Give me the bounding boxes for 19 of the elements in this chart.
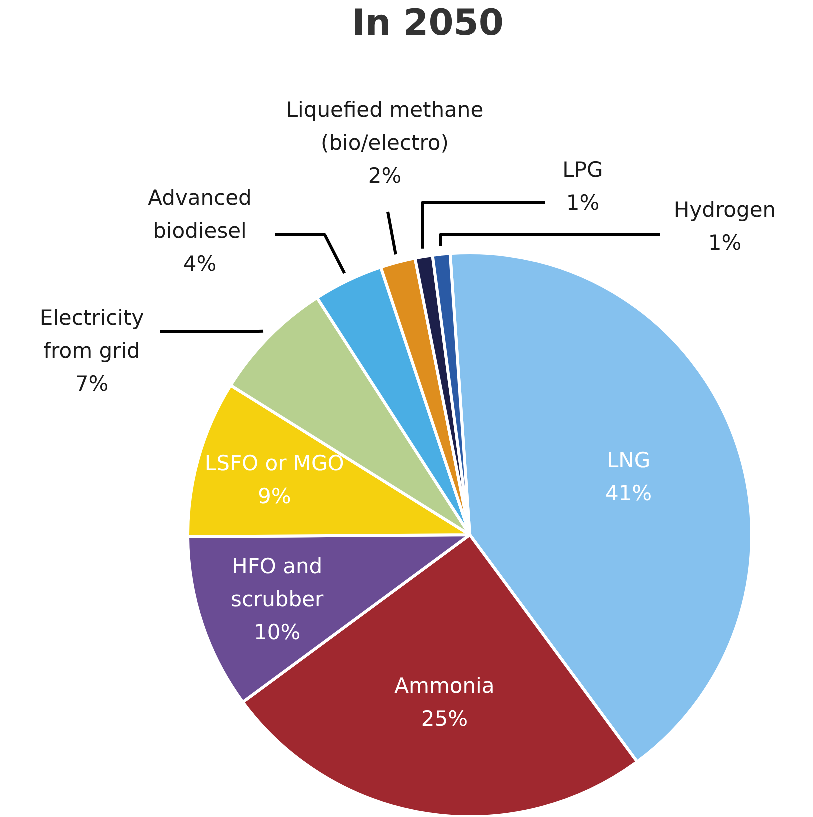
data-label: 25%: [421, 707, 468, 732]
slice-label: Hydrogen: [674, 198, 776, 222]
data-label: 9%: [258, 484, 292, 509]
slice-label: LSFO or MGO: [204, 452, 344, 476]
chart-title: In 2050: [352, 3, 504, 44]
data-label: 10%: [254, 620, 301, 644]
slice-label: Electricity from grid: [40, 306, 144, 363]
slice-label: Ammonia: [394, 674, 495, 698]
slice-label: LNG: [606, 448, 651, 472]
slice-label: LPG: [562, 158, 604, 182]
data-label: 2%: [368, 164, 402, 188]
data-label: 7%: [75, 372, 109, 396]
slice-label: Advanced biodiesel: [148, 186, 252, 243]
data-label: 41%: [605, 481, 652, 506]
slice-label: Liquefied methane (bio/electro): [286, 98, 484, 155]
data-label: 1%: [708, 231, 742, 255]
slice-label: HFO and scrubber: [231, 554, 324, 612]
data-label: 1%: [566, 191, 600, 215]
data-label: 4%: [183, 252, 217, 276]
